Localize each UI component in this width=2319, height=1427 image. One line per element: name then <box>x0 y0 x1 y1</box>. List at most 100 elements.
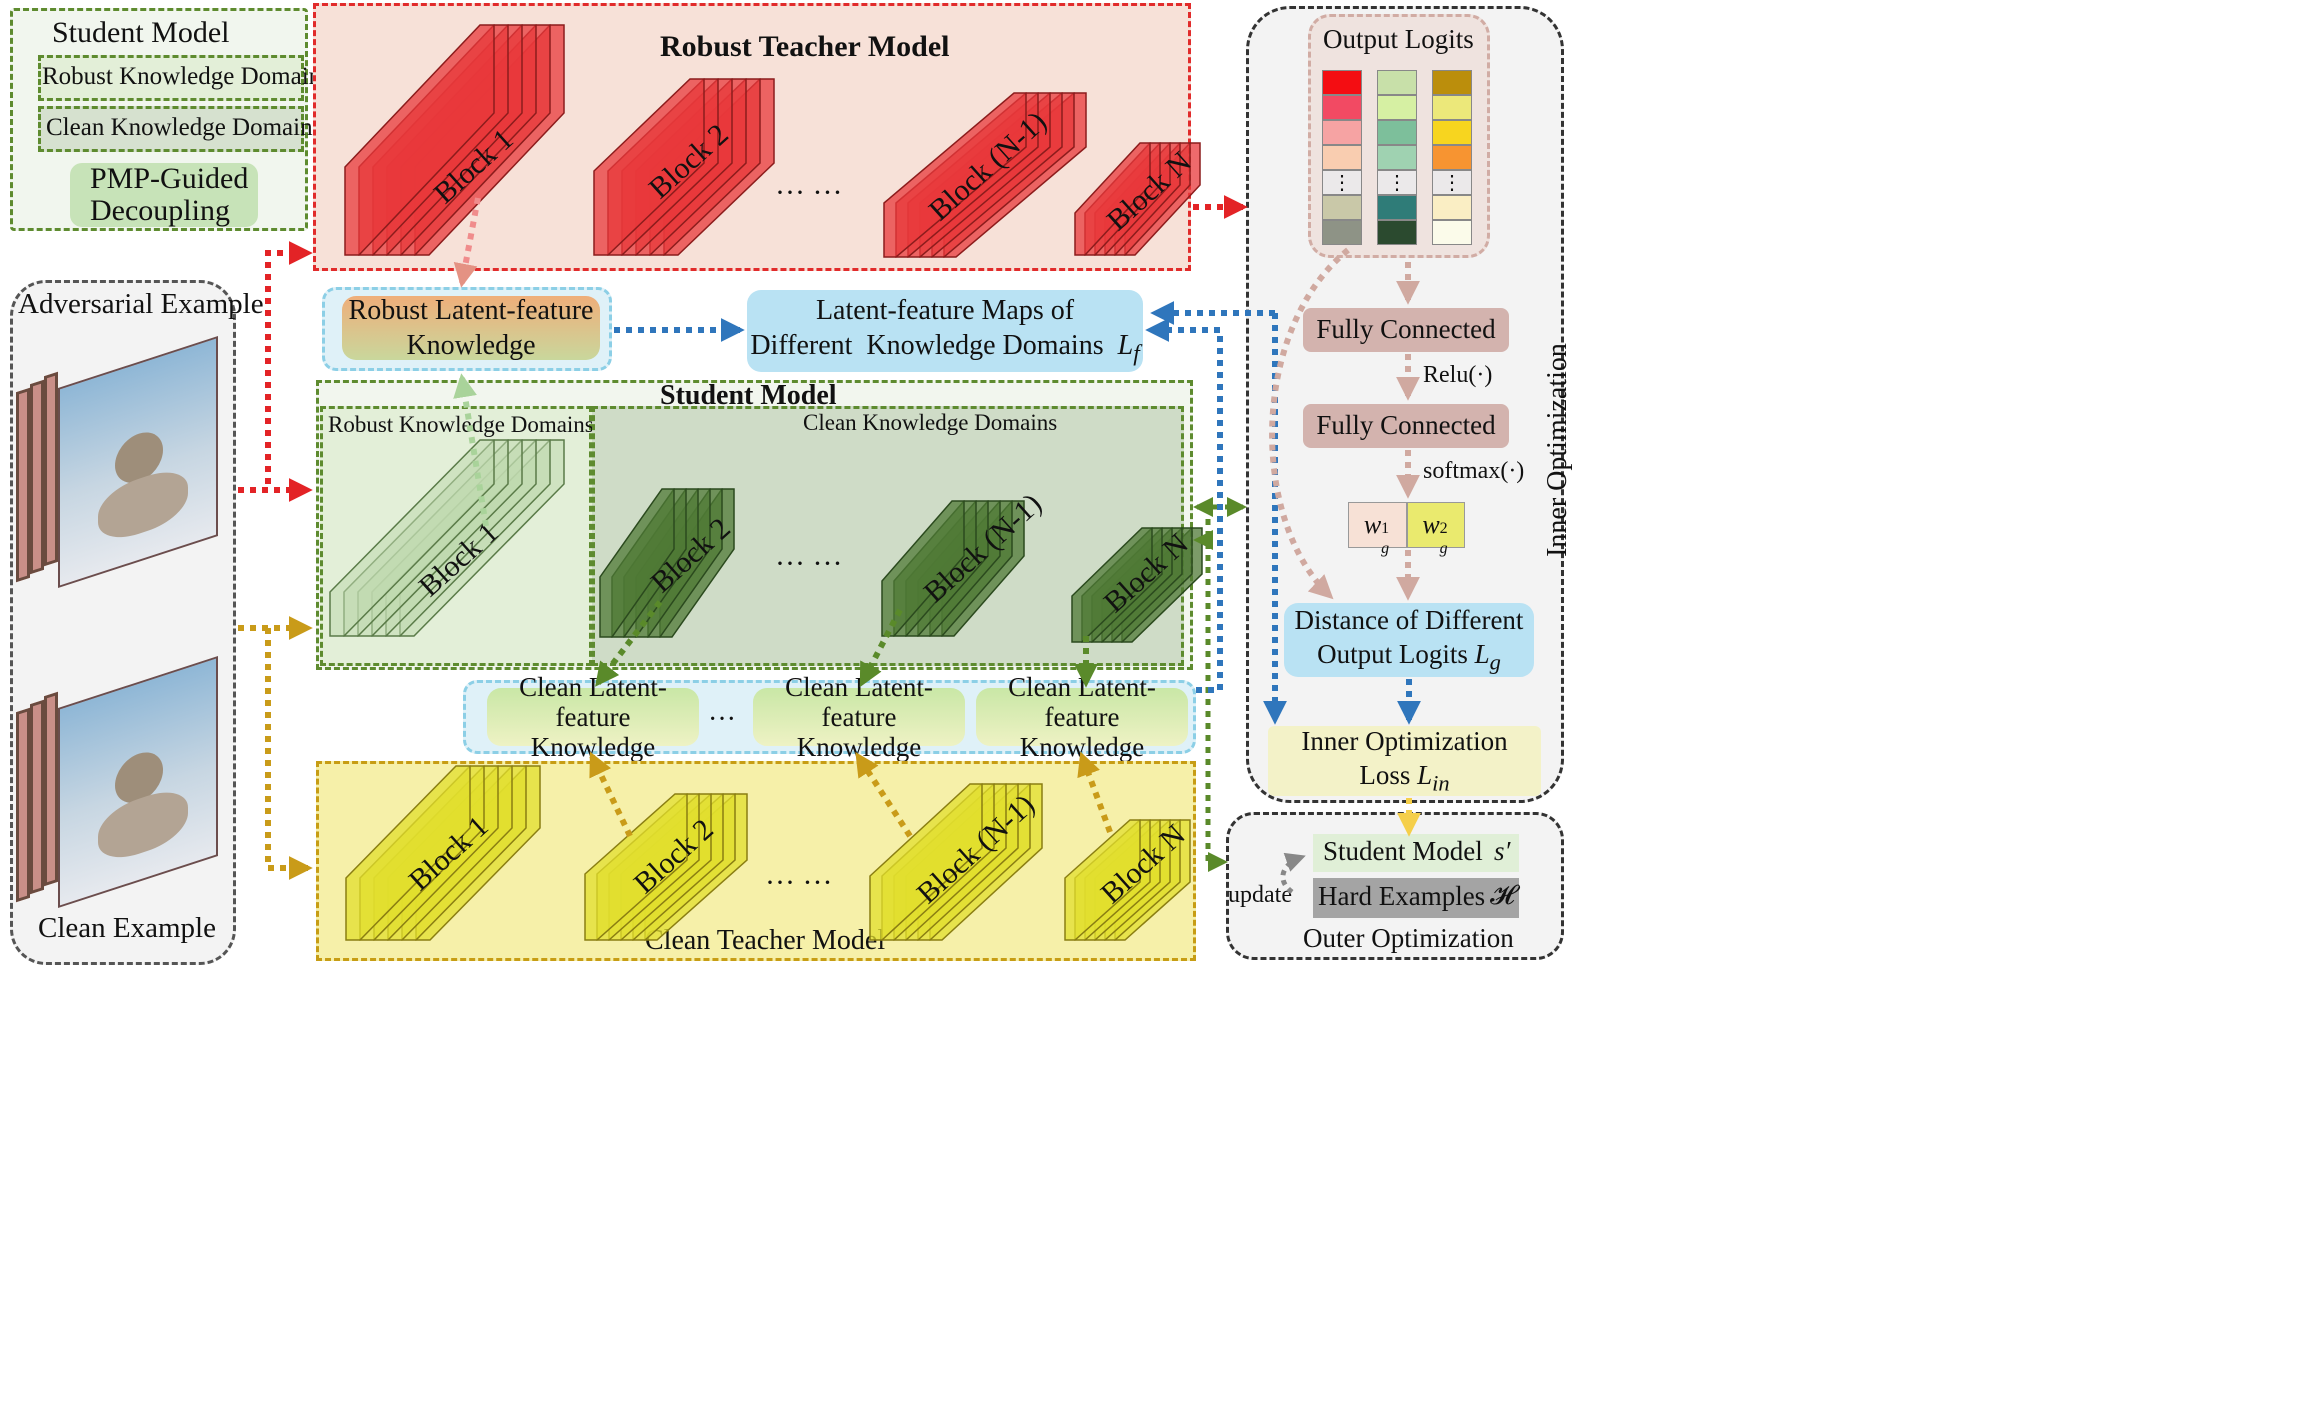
latent-maps-line2: Different Knowledge Domains <box>750 330 1104 362</box>
legend-pmp-box: PMP-Guided Decoupling <box>70 163 258 227</box>
clean-teacher-block-1: Block 1 <box>345 765 541 941</box>
latent-maps-line1: Latent-feature Maps of <box>815 295 1075 327</box>
clean-latent-1-line1: Clean Latent-feature <box>519 672 667 732</box>
logit-cell: ⋮ <box>1377 170 1417 195</box>
logit-cell <box>1322 195 1362 220</box>
robust-teacher-block-n1: Block (N-1) <box>883 92 1087 258</box>
fully-connected-1: Fully Connected <box>1303 308 1509 352</box>
clean-latent-box-2: Clean Latent-feature Knowledge <box>753 672 965 762</box>
fully-connected-2-label: Fully Connected <box>1316 410 1496 441</box>
student-block-n-layer <box>1071 527 1153 643</box>
update-arrow <box>1280 852 1306 894</box>
outer-student-symbol: s′ <box>1494 836 1511 866</box>
weight-w1: w <box>1363 510 1382 539</box>
softmax-label: softmax(·) <box>1423 458 1525 484</box>
legend-title: Student Model <box>52 16 230 49</box>
clean-latent-ellipsis: ··· <box>708 704 736 735</box>
student-block-2-layer <box>599 488 675 638</box>
student-block-n: Block N <box>1071 527 1203 643</box>
robust-latent-line1: Robust Latent-feature <box>348 295 594 326</box>
clean-teacher-ellipsis: ··· ··· <box>765 866 832 899</box>
robust-teacher-block-1-layer <box>344 24 495 256</box>
robust-teacher-block-n1-layer <box>883 92 1027 258</box>
logit-cell <box>1432 95 1472 120</box>
latent-maps-sub: f <box>1133 340 1140 367</box>
logit-cell: ⋮ <box>1322 170 1362 195</box>
robust-teacher-block-1: Block 1 <box>344 24 565 256</box>
weight-w2-sup: 2 <box>1439 520 1448 537</box>
student-robust-domain-label: Robust Knowledge Domains <box>328 412 594 437</box>
outer-hard-examples-box <box>1313 878 1519 918</box>
logit-cell <box>1322 145 1362 170</box>
logit-cell <box>1322 70 1362 95</box>
relu-label: Relu(·) <box>1423 362 1493 388</box>
logit-cell <box>1377 220 1417 245</box>
logit-cell: ⋮ <box>1432 170 1472 195</box>
logit-cell <box>1322 120 1362 145</box>
logit-cell <box>1377 195 1417 220</box>
logit-cell <box>1377 145 1417 170</box>
inner-loss-sub: in <box>1432 770 1450 796</box>
weight-w2-sub: g <box>1439 540 1448 557</box>
output-logits-label: Output Logits <box>1323 24 1474 54</box>
inner-loss-symbol: L <box>1417 759 1433 790</box>
red-arrows <box>238 195 1248 502</box>
logit-cell <box>1432 120 1472 145</box>
student-block-1: Block 1 <box>329 439 565 637</box>
outer-optimization-label: Outer Optimization <box>1303 923 1514 953</box>
distance-line2: Output Logits <box>1317 638 1468 669</box>
robust-teacher-title: Robust Teacher Model <box>660 30 950 63</box>
weight-w1-sup: 1 <box>1381 520 1390 537</box>
clean-teacher-title: Clean Teacher Model <box>645 925 886 956</box>
fully-connected-1-label: Fully Connected <box>1316 314 1496 345</box>
distance-sub: g <box>1489 649 1501 674</box>
student-block-n1-layer <box>881 500 965 637</box>
tan-arrows <box>1269 247 1420 601</box>
clean-teacher-block-n1: Block (N-1) <box>869 783 1043 941</box>
logit-column-2: ⋮ <box>1377 70 1417 246</box>
logit-cell <box>1432 220 1472 245</box>
legend-pmp-line2: Decoupling <box>90 194 230 227</box>
student-clean-domain-label: Clean Knowledge Domains <box>803 410 1058 435</box>
inner-loss-line2: Loss <box>1359 759 1411 790</box>
legend-pmp-line1: PMP-Guided <box>90 162 249 195</box>
clean-teacher-block-n: Block N <box>1064 818 1192 941</box>
update-label: update <box>1228 882 1292 908</box>
clean-teacher-block-2-layer <box>584 793 688 941</box>
clean-teacher-block-1-layer <box>345 765 471 941</box>
distance-box: Distance of Different Output Logits Lg <box>1284 603 1534 677</box>
inner-loss-line1: Inner Optimization <box>1301 725 1508 756</box>
student-block-1-layer <box>329 439 495 637</box>
logit-column-1: ⋮ <box>1322 70 1362 246</box>
robust-latent-line2: Knowledge <box>406 330 536 361</box>
outer-student-label: Student Model <box>1323 836 1483 866</box>
logit-cell <box>1322 220 1362 245</box>
robust-teacher-block-n-layer <box>1074 142 1151 256</box>
robust-teacher-block-n: Block N <box>1074 142 1201 256</box>
latent-maps-symbol: L <box>1117 330 1134 362</box>
outer-student-box <box>1313 834 1519 872</box>
robust-latent-box: Robust Latent-feature Knowledge <box>342 295 600 361</box>
logit-cell <box>1432 70 1472 95</box>
logit-cell <box>1322 95 1362 120</box>
blue-arrows <box>614 301 1421 725</box>
distance-line1: Distance of Different <box>1294 604 1524 635</box>
clean-teacher-block-n-layer <box>1064 819 1141 941</box>
robust-teacher-block-2: Block 2 <box>593 78 775 256</box>
student-block-2: Block 2 <box>599 488 737 638</box>
robust-block-to-latent-arrow <box>453 197 481 288</box>
distance-symbol: L <box>1474 638 1490 669</box>
clean-teacher-block-2: Block 2 <box>584 793 748 941</box>
latent-maps-box: Latent-feature Maps of Different Knowled… <box>747 290 1143 372</box>
robust-teacher-block-2-layer <box>593 78 705 256</box>
logit-cell <box>1432 195 1472 220</box>
adversarial-example-label: Adversarial Example <box>18 288 264 320</box>
weight-w2: w <box>1422 510 1440 539</box>
legend-clean-domains-label: Clean Knowledge Domains <box>46 114 323 141</box>
outer-hard-symbol: 𝓗 <box>1490 880 1515 911</box>
clean-latent-box-1: Clean Latent-feature Knowledge <box>487 672 699 762</box>
clean-teacher-block-n1-layer <box>869 783 983 941</box>
logit-column-3: ⋮ <box>1432 70 1472 246</box>
